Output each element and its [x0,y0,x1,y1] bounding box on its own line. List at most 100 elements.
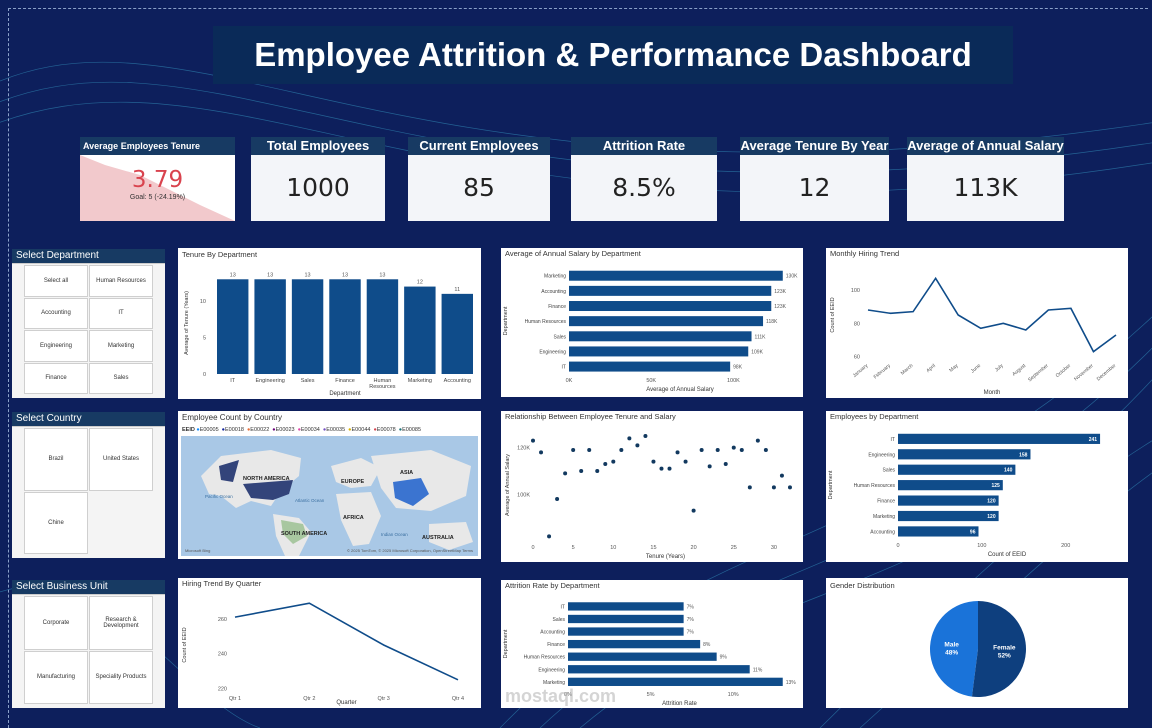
slicer-option-united-states[interactable]: United States [89,428,153,491]
scatter-point [707,464,712,469]
map-legend-item[interactable]: ●E00034 [297,427,320,433]
y-tick-label: 240 [218,652,227,658]
scatter-point [675,450,680,455]
kpi-current-employees[interactable]: Current Employees 85 [408,137,550,221]
attrition-by-department-panel: Attrition Rate by Department Department IT… [501,580,803,708]
slicer-option-engineering[interactable]: Engineering [24,330,88,362]
ocean-label: Atlantic Ocean [295,498,325,503]
watermark: mostaql.com [505,686,617,706]
bar [441,293,473,374]
x-tick-label: April [925,363,937,374]
kpi-average-tenure-by-year[interactable]: Average Tenure By Year 12 [740,137,889,221]
x-tick-label: Accounting [444,378,471,384]
kpi-value: 85 [463,173,495,202]
continent-label: SOUTH AMERICA [281,531,327,537]
kpi-label: Average Employees Tenure [80,137,235,155]
y-tick-label: Finance [877,499,895,505]
scatter-point [595,469,600,473]
y-axis-label: Department [503,629,509,658]
monthly-hiring-panel: Monthly Hiring Trend 60 80 100 Count of EEID… [826,248,1128,398]
map-legend-item[interactable]: ●E00035 [322,427,346,433]
data-label: 13% [786,680,797,686]
ocean-label: Indian Ocean [381,532,408,537]
slicer-option-chine[interactable]: Chine [24,491,88,554]
data-label: 7% [687,630,695,636]
scatter-point [787,485,792,490]
bar [898,510,999,522]
bar [568,652,717,661]
slicer-option-speciality-products[interactable]: Speciality Products [89,650,153,704]
scatter-point [611,459,616,464]
x-tick-label: 0% [564,692,572,698]
y-axis-label: Count of EEID [182,627,188,662]
kpi-label: Attrition Rate [571,137,717,155]
x-tick-label: 0K [566,378,573,384]
scatter-point [531,438,535,443]
kpi-value: 3.79 [131,167,184,193]
y-tick-label: 120K [517,446,530,452]
map-legend-item[interactable]: ●E00044 [348,427,371,433]
scatter-point [603,462,608,466]
scatter-point [555,497,560,501]
map-legend-item[interactable]: ●E00078 [373,427,396,433]
x-tick-label: 30 [771,545,777,551]
kpi-value: 8.5% [612,173,676,202]
map-legend-item[interactable]: ●E00018 [221,427,244,433]
business-unit-slicer: Select Business Unit Corporate Research … [12,580,165,708]
frame-top-dashed [8,8,1148,9]
kpi-average-tenure-card[interactable]: Average Employees Tenure 3.79 Goal: 5 (-… [80,137,235,221]
scatter-point [587,448,592,452]
slicer-option-finance[interactable]: Finance [24,362,88,394]
y-axis-label: Count of EEID [830,297,836,332]
slicer-option-marketing[interactable]: Marketing [89,330,153,362]
kpi-average-annual-salary[interactable]: Average of Annual Salary 113K [907,137,1064,221]
bar [569,361,731,372]
slicer-option-human-resources[interactable]: Human Resources [89,265,153,297]
map-legend-item[interactable]: ●E00005 [196,427,219,433]
scatter-point [755,438,760,443]
slicer-option-select-all[interactable]: Select all [24,265,88,297]
scatter-point [739,448,744,452]
slicer-option-manufacturing[interactable]: Manufacturing [24,650,88,704]
y-tick-label: IT [891,437,895,443]
x-tick-label: May [948,363,959,374]
data-label: 13 [379,272,385,278]
kpi-attrition-rate[interactable]: Attrition Rate 8.5% [571,137,717,221]
scatter-point [771,485,776,490]
slicer-option-brazil[interactable]: Brazil [24,428,88,491]
map-legend-item[interactable]: ●E00023 [272,427,295,433]
x-axis-label: Average of Annual Salary [646,387,714,393]
kpi-label: Current Employees [408,137,550,155]
data-label: 13 [230,272,236,278]
world-map[interactable]: NORTH AMERICA EUROPE ASIA AFRICA SOUTH A… [181,436,478,556]
y-tick-label: Marketing [544,274,566,280]
tenure-salary-scatter-panel: Relationship Between Employee Tenure and… [501,411,803,562]
slicer-option-corporate[interactable]: Corporate [24,596,88,650]
bar [898,433,1101,444]
x-axis-label: Department [329,391,361,397]
gender-distribution-panel: Gender Distribution Male 48% Female 52% [826,578,1128,708]
map-legend-item[interactable]: ●E00085 [398,427,422,433]
kpi-total-employees[interactable]: Total Employees 1000 [251,137,385,221]
data-label: 9% [720,655,728,661]
bar [568,614,684,624]
y-tick-label: Sales [552,617,565,623]
slicer-option-research-development[interactable]: Research & Development [89,596,153,650]
y-tick-label: 80 [854,321,860,327]
bar [569,331,752,342]
tenure-by-department-chart: Tenure By Department 0 5 10 Average of Tenur… [182,250,473,397]
data-label: 120 [987,514,996,520]
pie-value: 48% [945,649,958,656]
slicer-option-sales[interactable]: Sales [89,362,153,394]
scatter-point [715,448,720,452]
x-tick-label: Qtr 2 [303,696,315,702]
continent-label: NORTH AMERICA [243,476,290,482]
data-label: 158 [1019,452,1028,458]
slicer-option-it[interactable]: IT [89,297,153,329]
data-label: 11 [454,287,460,293]
map-legend-item[interactable]: ●E00022 [246,427,270,433]
ocean-label: Pacific Ocean [205,494,233,499]
slicer-option-accounting[interactable]: Accounting [24,297,88,329]
salary-by-department-chart: Average of Annual Salary by Department De… [503,249,798,393]
scatter-point [539,450,544,455]
